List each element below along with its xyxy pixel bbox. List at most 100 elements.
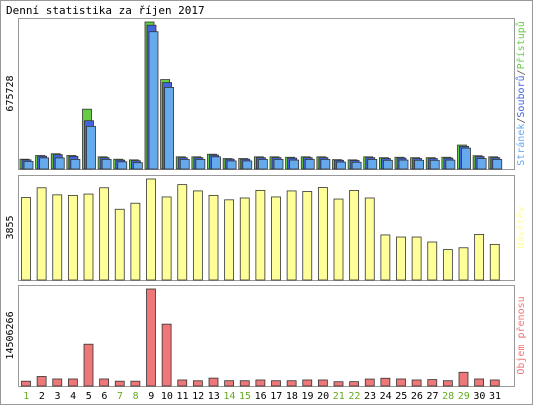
bar-volume-day-31 xyxy=(489,379,500,387)
bar-visits-day-23 xyxy=(364,197,375,281)
bar-volume-day-9 xyxy=(146,288,156,387)
bar-visits-day-22 xyxy=(349,189,360,281)
bar-stránek-day-19 xyxy=(304,159,315,170)
bar-stránek-day-18 xyxy=(289,159,300,170)
panel-frame xyxy=(18,18,515,170)
bar-stránek-day-10 xyxy=(164,87,175,170)
x-tick-label: 31 xyxy=(489,391,501,402)
x-tick-label: 10 xyxy=(161,391,173,402)
bar-stránek-day-21 xyxy=(336,161,346,170)
bar-stránek-day-24 xyxy=(382,159,393,170)
x-tick-label: 9 xyxy=(148,391,154,402)
chart-title: Denní statistika za říjen 2017 xyxy=(6,4,205,17)
x-tick-label: 19 xyxy=(302,391,314,402)
bar-volume-day-5 xyxy=(83,343,94,387)
y-max-label: 3855 xyxy=(5,215,16,239)
bar-stránek-day-16 xyxy=(257,159,268,170)
bar-visits-day-7 xyxy=(114,208,125,281)
y-max-label: 675728 xyxy=(5,75,16,111)
bar-visits-day-21 xyxy=(333,198,344,281)
bar-stránek-day-30 xyxy=(476,158,487,170)
bar-visits-day-15 xyxy=(239,197,250,281)
bar-stránek-day-23 xyxy=(367,159,378,170)
x-tick-label: 7 xyxy=(117,391,123,402)
bar-visits-day-6 xyxy=(99,187,110,281)
bar-stránek-day-22 xyxy=(351,161,362,170)
bar-visits-day-9 xyxy=(146,178,156,281)
bar-stránek-day-25 xyxy=(398,159,409,170)
bar-visits-day-31 xyxy=(489,243,500,281)
x-tick-label: 3 xyxy=(55,391,61,402)
bar-volume-day-7 xyxy=(114,380,125,387)
bar-volume-day-13 xyxy=(208,377,219,387)
bar-volume-day-26 xyxy=(411,379,422,387)
x-tick-label: 2 xyxy=(39,391,45,402)
series-group xyxy=(19,21,503,170)
x-tick-label: 28 xyxy=(442,391,454,402)
bar-stránek-day-3 xyxy=(54,157,65,170)
panel-volume: 14506266 Objem přenosu xyxy=(5,285,527,387)
x-tick-label: 25 xyxy=(395,391,407,402)
bar-stránek-day-12 xyxy=(195,159,206,170)
bar-volume-day-17 xyxy=(271,380,281,387)
bar-stránek-day-20 xyxy=(320,159,331,170)
bar-visits-day-4 xyxy=(67,194,78,281)
x-tick-label: 16 xyxy=(255,391,267,402)
bar-visits-day-19 xyxy=(302,191,313,281)
legend: Návštěv xyxy=(515,206,527,248)
legend: Stránek/Souborů/Přístupů xyxy=(515,21,527,166)
bar-stránek-day-29 xyxy=(461,147,471,170)
day-labels: 1 2 3 4 5 6 7 8 9 10 11 12 13 14 15 16 17 18 19 20 21 22 23 24 2… xyxy=(23,391,501,402)
x-tick-label: 13 xyxy=(208,391,220,402)
x-tick-label: 8 xyxy=(133,391,139,402)
bar-visits-day-24 xyxy=(380,234,391,281)
bar-stránek-day-11 xyxy=(179,159,190,170)
bar-stránek-day-5 xyxy=(86,125,96,170)
legend-entry: Stránek xyxy=(515,124,527,166)
bar-volume-day-30 xyxy=(474,378,485,387)
x-tick-label: 5 xyxy=(86,391,92,402)
bar-stránek-day-26 xyxy=(414,159,425,170)
bar-volume-day-3 xyxy=(52,378,63,387)
x-tick-label: 15 xyxy=(239,391,251,402)
bar-visits-day-3 xyxy=(52,194,63,281)
bar-volume-day-6 xyxy=(99,378,110,387)
legend-entry: Přístupů xyxy=(515,21,527,69)
bar-stránek-day-7 xyxy=(117,161,128,170)
bar-stránek-day-27 xyxy=(429,159,440,170)
bar-stránek-day-31 xyxy=(492,159,503,170)
bar-stránek-day-9 xyxy=(148,31,159,170)
legend-entry: Objem přenosu xyxy=(515,296,527,374)
bar-volume-day-14 xyxy=(224,380,235,387)
bar-volume-day-21 xyxy=(333,381,344,387)
bar-visits-day-5 xyxy=(83,193,94,281)
bar-volume-day-28 xyxy=(442,380,453,387)
legend-entry: Souborů xyxy=(515,75,527,117)
bar-volume-day-10 xyxy=(161,323,172,387)
bar-volume-day-2 xyxy=(36,376,47,387)
bar-stránek-day-14 xyxy=(226,160,237,170)
bar-volume-day-25 xyxy=(396,378,406,387)
bar-volume-day-15 xyxy=(239,380,250,387)
bar-visits-day-20 xyxy=(317,187,328,281)
bar-visits-day-26 xyxy=(411,236,422,281)
bar-visits-day-27 xyxy=(427,241,438,281)
x-tick-label: 11 xyxy=(177,391,189,402)
x-tick-label: 30 xyxy=(473,391,485,402)
x-tick-label: 20 xyxy=(317,391,329,402)
legend-separator: / xyxy=(516,118,527,124)
bar-volume-day-20 xyxy=(317,379,328,387)
bar-volume-day-22 xyxy=(349,381,360,387)
legend-separator: / xyxy=(516,69,527,75)
bar-visits-day-11 xyxy=(177,184,188,281)
bar-visits-day-13 xyxy=(208,194,219,281)
legend: Objem přenosu xyxy=(515,296,527,374)
bar-visits-day-14 xyxy=(224,199,235,281)
bar-stránek-day-1 xyxy=(23,160,34,170)
bar-stránek-day-8 xyxy=(132,162,143,170)
bar-stránek-day-13 xyxy=(211,156,221,170)
x-tick-label: 17 xyxy=(270,391,282,402)
bar-visits-day-2 xyxy=(36,187,47,281)
y-max-label: 14506266 xyxy=(5,311,16,359)
